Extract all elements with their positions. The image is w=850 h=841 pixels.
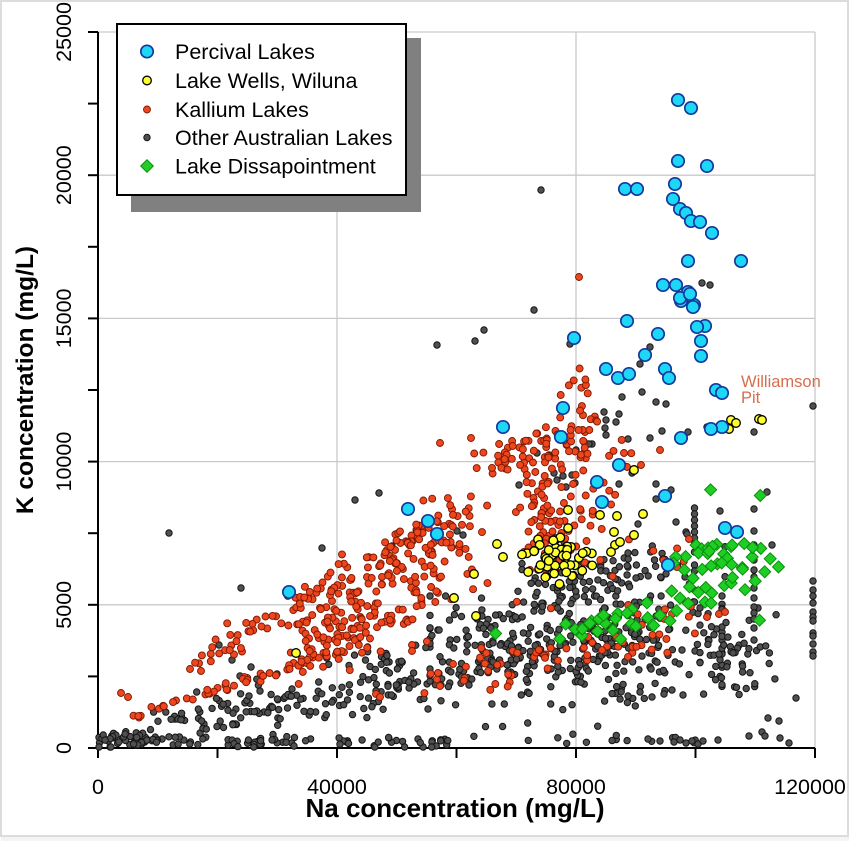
svg-text:Williamson: Williamson <box>741 373 821 391</box>
svg-text:Kallium Lakes: Kallium Lakes <box>175 98 309 122</box>
svg-text:Other Australian Lakes: Other Australian Lakes <box>175 126 393 150</box>
svg-text:20000: 20000 <box>52 145 76 205</box>
svg-text:0: 0 <box>52 742 76 754</box>
svg-text:Lake Wells, Wiluna: Lake Wells, Wiluna <box>175 69 357 93</box>
svg-text:Pit: Pit <box>741 389 761 407</box>
svg-text:Percival Lakes: Percival Lakes <box>175 40 315 64</box>
svg-text:25000: 25000 <box>52 2 76 62</box>
svg-text:80000: 80000 <box>546 775 606 799</box>
svg-text:120000: 120000 <box>774 775 846 799</box>
svg-text:10000: 10000 <box>52 432 76 492</box>
svg-text:15000: 15000 <box>52 288 76 348</box>
svg-text:Na concentration (mg/L): Na concentration (mg/L) <box>305 793 604 823</box>
svg-text:K concentration (mg/L): K concentration (mg/L) <box>12 246 39 514</box>
svg-text:0: 0 <box>92 775 104 799</box>
svg-text:40000: 40000 <box>307 775 367 799</box>
svg-text:5000: 5000 <box>52 581 76 629</box>
svg-text:Lake Dissapointment: Lake Dissapointment <box>175 155 376 179</box>
